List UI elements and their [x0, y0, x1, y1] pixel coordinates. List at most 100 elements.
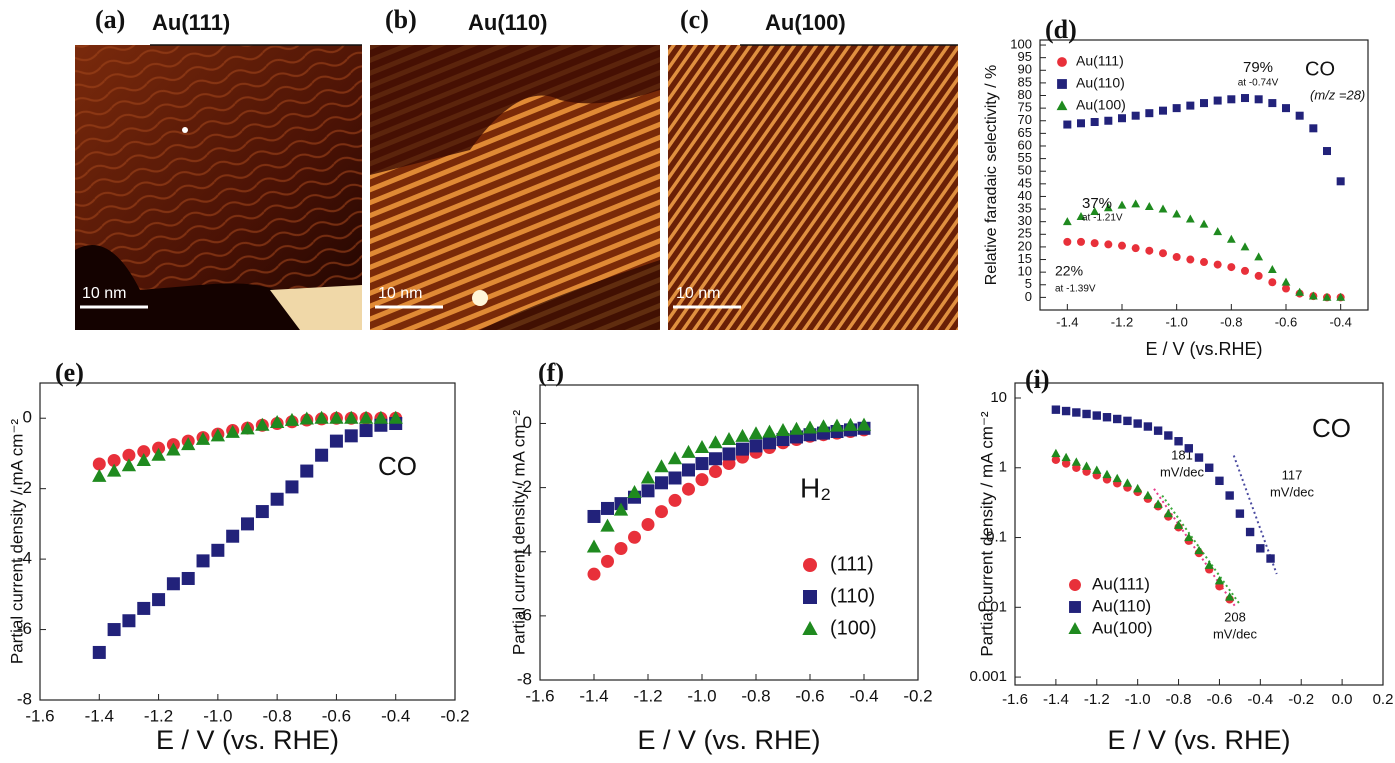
plot-frame	[1014, 382, 1384, 686]
data-point	[1186, 101, 1195, 110]
legend-marker	[1069, 601, 1081, 613]
legend-marker	[1069, 579, 1081, 591]
data-point	[600, 518, 615, 532]
data-point	[1241, 266, 1249, 275]
data-point	[829, 418, 845, 432]
data-point	[762, 424, 777, 438]
data-point	[1200, 99, 1208, 108]
data-point	[1122, 478, 1133, 487]
data-point	[270, 492, 284, 506]
image-title: Au(110)	[468, 10, 547, 35]
data-point	[1131, 111, 1140, 120]
annotation: CO	[378, 451, 417, 481]
data-point	[1051, 455, 1061, 465]
y-tick-label: 60	[1018, 137, 1032, 152]
fit-label: 117	[1282, 467, 1303, 482]
data-point	[1061, 452, 1071, 462]
x-tick-label: 0.0	[1332, 691, 1353, 708]
data-point	[627, 484, 642, 498]
data-point	[1103, 203, 1113, 212]
data-point	[122, 448, 136, 462]
data-point	[1123, 416, 1132, 426]
data-point	[1200, 258, 1208, 267]
x-tick-label: -1.4	[1043, 691, 1069, 708]
legend-label: Au(100)	[1092, 618, 1152, 637]
data-point	[694, 440, 710, 454]
data-point	[181, 571, 195, 585]
y-tick-label: -2	[517, 477, 532, 496]
data-point	[1295, 111, 1304, 120]
data-point	[682, 463, 695, 477]
x-tick-label: -0.6	[322, 706, 351, 725]
y-tick-label: 0.01	[978, 598, 1007, 615]
y-tick-label: 85	[1018, 74, 1032, 89]
data-point	[255, 505, 269, 519]
data-point	[789, 421, 804, 435]
y-tick-label: -2	[17, 478, 32, 497]
annotation: 37%	[1082, 195, 1112, 212]
data-point	[1214, 575, 1225, 585]
data-point	[1112, 473, 1122, 483]
image-title: Au(111)	[152, 10, 230, 35]
data-point	[682, 482, 695, 496]
legend-label: Au(110)	[1092, 596, 1151, 615]
annotation: at -0.74V	[1238, 78, 1279, 89]
data-point	[1082, 409, 1091, 419]
data-point	[802, 420, 818, 434]
data-point	[107, 453, 121, 467]
data-point	[735, 428, 750, 442]
data-point	[1194, 545, 1204, 555]
fit-label: mV/dec	[1160, 464, 1205, 479]
data-point	[151, 447, 166, 461]
data-point	[1077, 119, 1085, 128]
data-point	[122, 614, 136, 628]
data-point	[1213, 227, 1223, 236]
data-point	[1227, 263, 1236, 272]
data-point	[1173, 520, 1184, 529]
data-point	[373, 410, 389, 424]
y-tick-label: 0.001	[969, 668, 1007, 685]
x-tick-label: -0.8	[741, 686, 770, 705]
data-point	[1266, 554, 1275, 563]
data-point	[1281, 277, 1291, 286]
fit-label: mV/dec	[1213, 626, 1258, 641]
data-point	[166, 442, 181, 456]
y-tick-label: 100	[1010, 36, 1032, 51]
data-point	[1090, 206, 1100, 215]
y-tick-label: 5	[1025, 276, 1032, 291]
data-point	[1102, 413, 1112, 422]
legend-label: (111)	[830, 553, 874, 575]
data-point	[722, 447, 736, 461]
annotation: at -1.39V	[1055, 284, 1096, 295]
data-point	[314, 410, 329, 424]
y-tick-label: 0	[523, 413, 532, 432]
data-point	[695, 473, 709, 487]
data-point	[1322, 292, 1332, 301]
data-point	[587, 509, 601, 523]
data-point	[749, 439, 763, 453]
data-point	[269, 414, 285, 428]
data-point	[210, 428, 226, 442]
data-point	[196, 554, 210, 568]
y-tick-label: 40	[1018, 188, 1032, 203]
x-tick-label: 0.2	[1373, 691, 1394, 708]
data-point	[1158, 204, 1168, 213]
y-tick-label: 25	[1018, 226, 1032, 241]
data-point	[1172, 104, 1181, 113]
data-point	[344, 429, 358, 443]
data-point	[1254, 95, 1263, 104]
data-point	[1267, 265, 1277, 274]
stm-image-a: 10 nm (a) Au(111)	[75, 5, 362, 330]
data-point	[1213, 96, 1222, 105]
panel-label: (f)	[538, 358, 564, 387]
data-point	[137, 445, 151, 459]
data-point	[1063, 237, 1072, 246]
data-point	[1336, 177, 1345, 186]
data-point	[226, 529, 240, 543]
annotation: at -1.21V	[1082, 213, 1123, 224]
data-point	[284, 412, 300, 426]
data-point	[1295, 287, 1305, 296]
data-point	[1071, 457, 1081, 466]
x-axis-label: E / V (vs.RHE)	[1145, 339, 1262, 359]
data-point	[211, 543, 225, 557]
